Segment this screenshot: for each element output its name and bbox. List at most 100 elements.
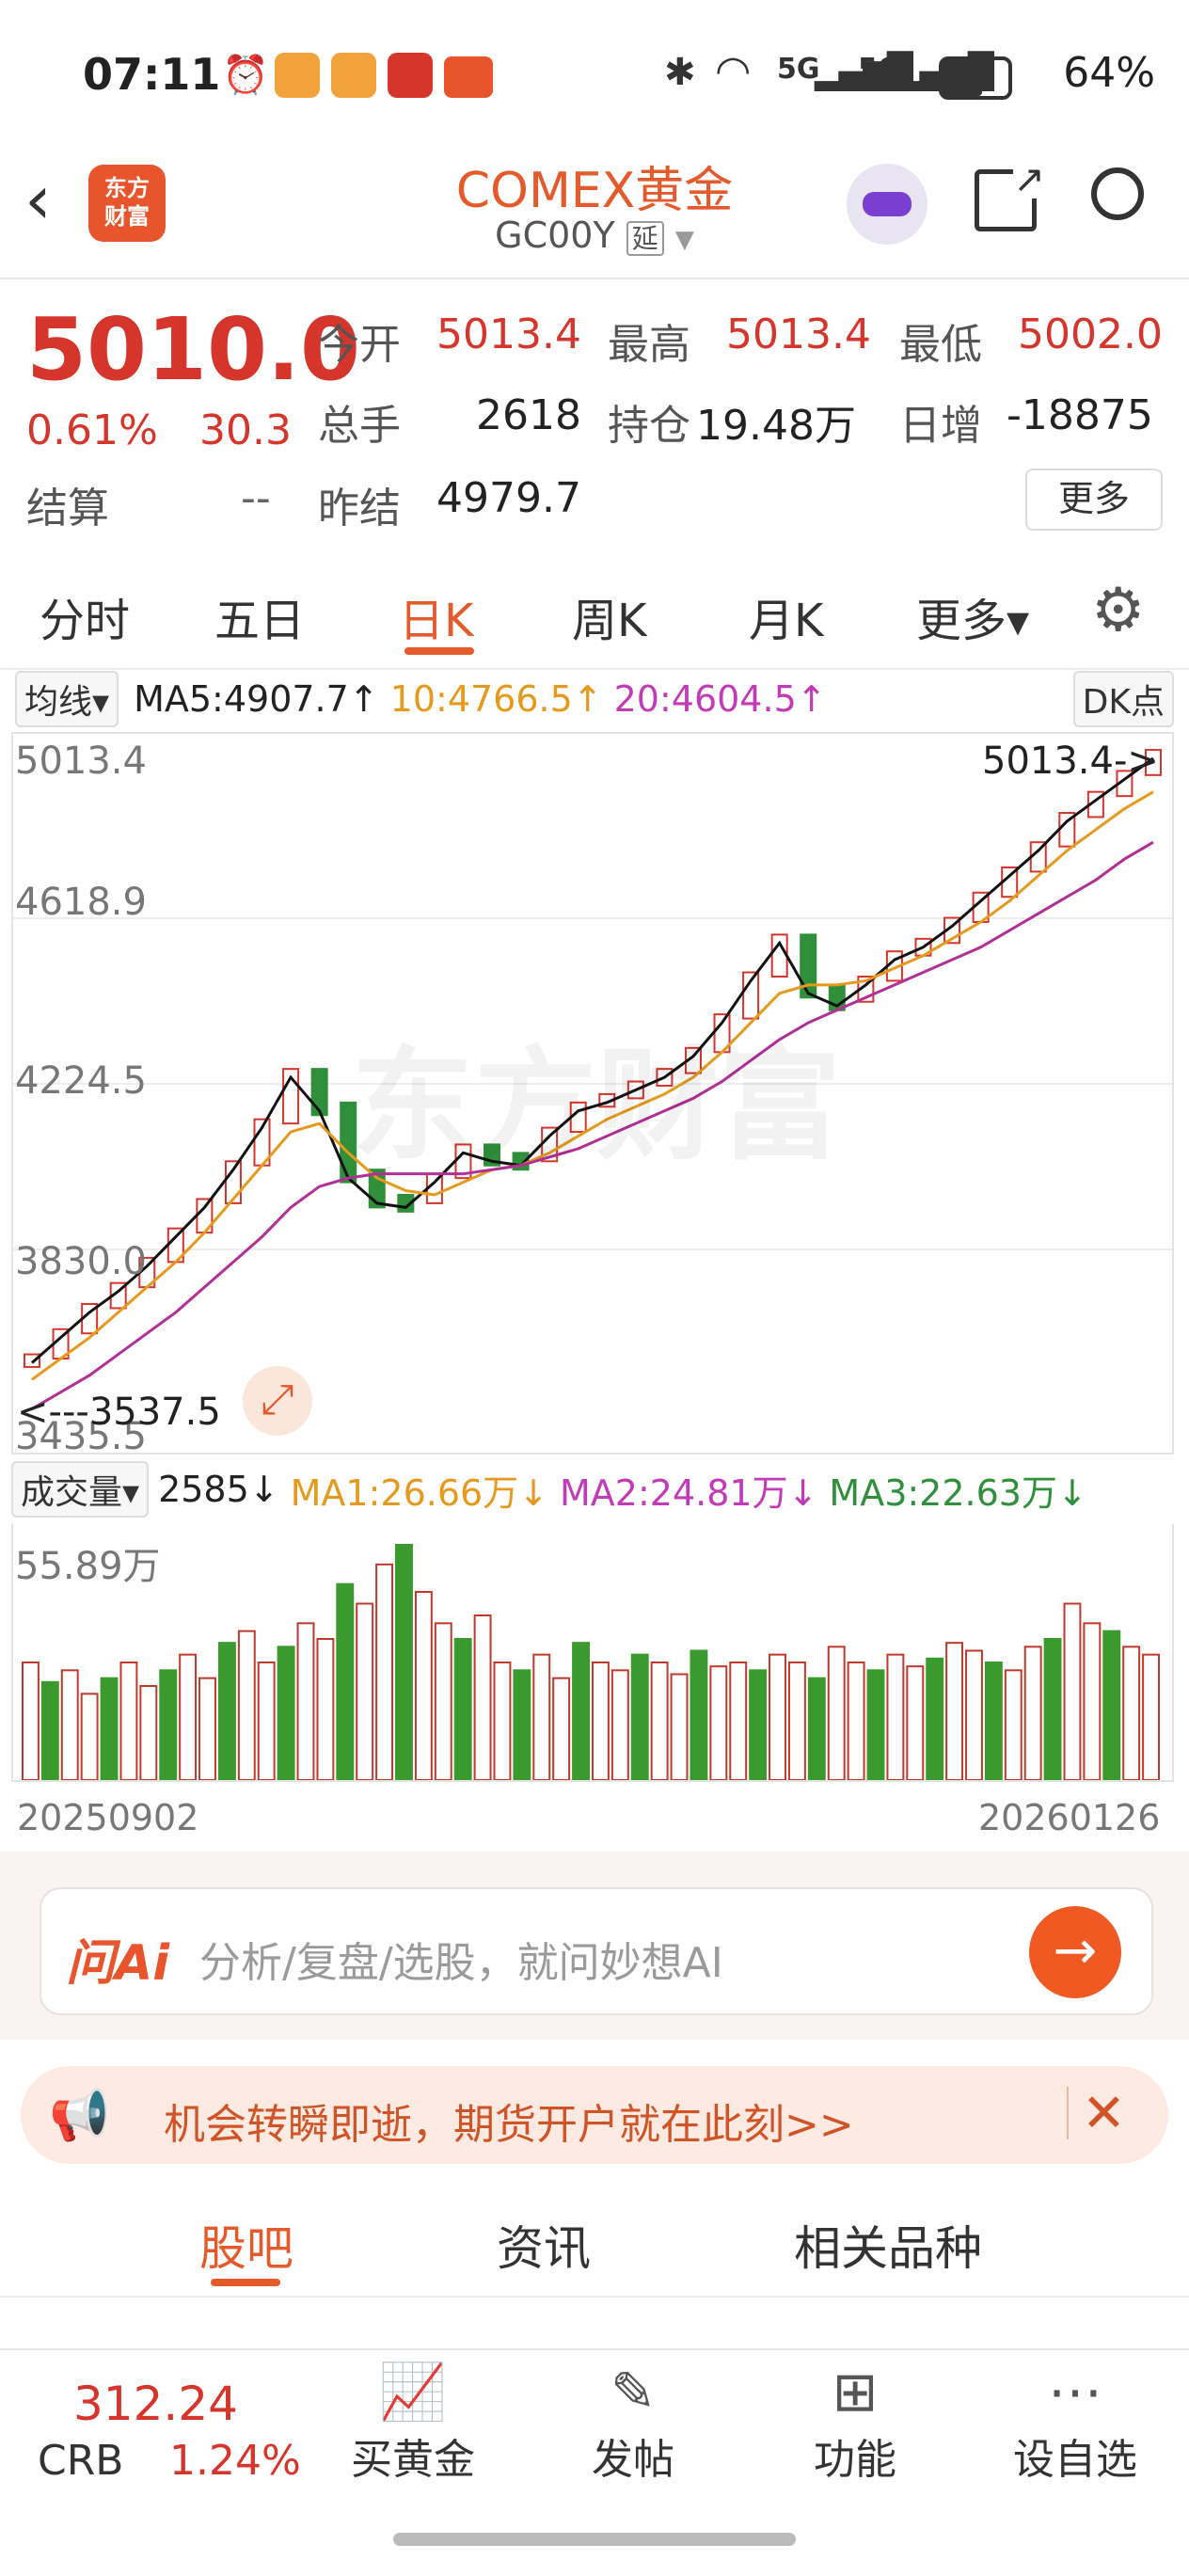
app-notification-icon <box>275 53 320 98</box>
tab-intraday[interactable]: 分时 <box>40 595 131 647</box>
gear-icon[interactable]: ⚙ <box>1091 576 1146 645</box>
tab-weekly-k[interactable]: 周K <box>572 595 647 647</box>
alarm-icon: ⏰ <box>222 54 269 97</box>
add-watchlist-button[interactable]: ⋯ 设自选 <box>995 2360 1155 2486</box>
arrow-right-icon[interactable]: → <box>1029 1906 1121 1998</box>
volume-bar <box>690 1649 708 1780</box>
volume-selector[interactable]: 成交量▾ <box>11 1461 150 1518</box>
ma-legend: 均线▾ MA5:4907.7↑ 10:4766.5↑ 20:4604.5↑ DK… <box>0 670 1189 728</box>
wifi-icon: ◠ <box>715 47 752 95</box>
min-marker: <---3537.5 <box>17 1391 221 1434</box>
content-tabs <box>0 2192 1189 2298</box>
back-icon[interactable]: ‹ <box>24 160 52 239</box>
volume-bar <box>1122 1646 1141 1780</box>
volume-bar <box>296 1622 315 1780</box>
more-dots-icon: ⋯ <box>1048 2360 1102 2424</box>
expand-icon[interactable]: ⤢ <box>243 1366 312 1436</box>
prev-settle-value: 4979.7 <box>436 474 581 522</box>
y-label: 4224.5 <box>15 1059 147 1103</box>
change-percent: 0.61% <box>26 406 158 454</box>
ma-selector[interactable]: 均线▾ <box>15 671 119 727</box>
delay-tag: 延 <box>626 221 664 256</box>
nav-label: 设自选 <box>1013 2436 1137 2484</box>
watermark: 东方财富 <box>352 1034 842 1177</box>
crb-value[interactable]: 312.24 <box>73 2377 238 2431</box>
ai-search-box[interactable] <box>40 1887 1153 2015</box>
tab-five-day[interactable]: 五日 <box>214 595 306 647</box>
volume-bar <box>198 1677 216 1780</box>
app-notification-icon <box>331 53 376 98</box>
start-date: 20250902 <box>17 1797 199 1838</box>
promo-text[interactable]: 机会转瞬即逝，期货开户就在此刻>> <box>164 2101 854 2149</box>
volume-bar <box>906 1665 925 1780</box>
volume-bar <box>572 1642 591 1780</box>
ai-search-input[interactable]: 分析/复盘/选股，就问妙想AI <box>199 1939 723 1987</box>
last-price: 5010.0 <box>26 299 361 400</box>
vol-ma1: MA1:26.66万↓ <box>290 1471 549 1514</box>
more-quote-button[interactable]: 更多 <box>1025 469 1163 531</box>
volume-chart[interactable] <box>11 1524 1174 1782</box>
volume-bar <box>1023 1646 1042 1780</box>
tab-daily-k[interactable]: 日K <box>399 595 474 647</box>
ma20-value: 20:4604.5↑ <box>613 678 827 720</box>
crb-label[interactable]: CRB <box>38 2437 124 2485</box>
crb-percent[interactable]: 1.24% <box>169 2437 301 2485</box>
buy-gold-button[interactable]: 📈 买黄金 <box>333 2360 493 2486</box>
app-header <box>0 151 1189 279</box>
nav-label: 发帖 <box>592 2436 674 2484</box>
kline-chart[interactable]: 东方财富 <box>11 732 1174 1455</box>
contract-code: GC00Y <box>495 215 615 256</box>
volume-bar <box>827 1646 846 1780</box>
volume-bar <box>356 1602 374 1780</box>
prev-settle-label: 昨结 <box>318 485 401 533</box>
tab-more[interactable]: 更多▾ <box>916 595 1030 647</box>
volume-bar <box>729 1662 748 1780</box>
volume-bar <box>277 1646 295 1780</box>
volume-bar <box>316 1638 335 1780</box>
eastmoney-logo: 东方 财富 <box>88 165 166 242</box>
volume-max-label: 55.89万 <box>15 1545 161 1588</box>
tab-news[interactable]: 资讯 <box>497 2221 591 2276</box>
volume-bar <box>709 1665 728 1780</box>
volume-bar <box>1083 1622 1102 1780</box>
logo-text-bottom: 财富 <box>104 203 150 230</box>
tab-forum[interactable]: 股吧 <box>199 2221 293 2276</box>
open-value: 5013.4 <box>436 310 581 358</box>
dk-point-button[interactable]: DK点 <box>1072 671 1174 727</box>
open-label: 今开 <box>318 321 401 369</box>
volume-bar <box>375 1563 394 1780</box>
volume-bar <box>1043 1638 1062 1780</box>
ma-line-ma20 <box>31 840 1154 1410</box>
ma10-value: 10:4766.5↑ <box>389 678 603 720</box>
volume-bar <box>886 1653 905 1780</box>
close-icon[interactable]: ✕ <box>1082 2083 1126 2144</box>
nav-label: 功能 <box>814 2436 896 2484</box>
share-icon[interactable]: ↗ <box>975 161 1045 231</box>
promo-banner[interactable] <box>21 2066 1168 2164</box>
settle-value: -- <box>241 474 271 522</box>
post-button[interactable]: ✎ 发帖 <box>553 2360 713 2486</box>
ai-robot-avatar[interactable] <box>847 164 927 245</box>
volume-bar <box>336 1582 355 1780</box>
candle <box>24 1353 40 1368</box>
volume-current: 2585↓ <box>158 1469 279 1510</box>
volume-bar <box>749 1669 768 1780</box>
candle <box>310 1068 328 1117</box>
content-tab-indicator <box>211 2279 280 2286</box>
status-time: 07:11 <box>83 49 221 100</box>
ma5-value: MA5:4907.7↑ <box>134 678 379 720</box>
tab-monthly-k[interactable]: 月K <box>749 595 824 647</box>
volume-bar <box>1063 1602 1082 1780</box>
grid-icon: ⊞ <box>832 2360 879 2424</box>
search-icon[interactable] <box>1091 167 1144 220</box>
page-title: COMEX黄金 <box>455 163 734 219</box>
period-tabs: 分时 五日 日K 周K 月K 更多▾ ⚙ <box>0 555 1189 670</box>
volume-bar <box>60 1669 79 1780</box>
volume-bar <box>787 1662 806 1780</box>
candle <box>340 1101 357 1184</box>
volume-bar <box>1142 1653 1160 1780</box>
functions-button[interactable]: ⊞ 功能 <box>775 2360 935 2486</box>
contract-selector[interactable]: GC00Y 延 ▼ <box>0 215 1189 256</box>
volume-bar <box>965 1649 983 1780</box>
tab-related[interactable]: 相关品种 <box>794 2221 982 2276</box>
